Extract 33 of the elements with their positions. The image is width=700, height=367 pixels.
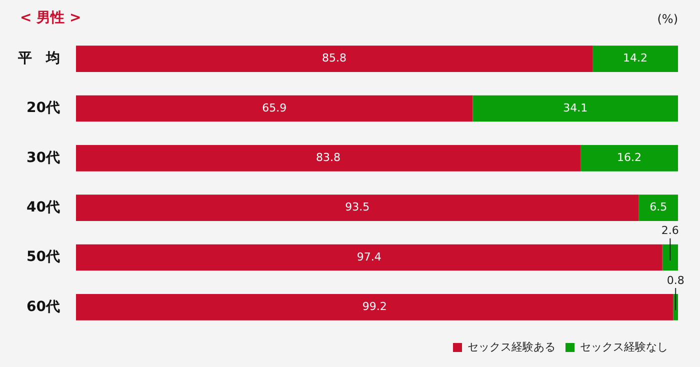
- text: (%): [657, 12, 678, 26]
- y-tick-label: 平 均: [17, 50, 60, 66]
- legend-label: セックス経験なし: [580, 340, 668, 354]
- bar: [472, 95, 678, 122]
- data-label: 99.2: [362, 300, 387, 314]
- chart-title: < 男性 >: [20, 9, 82, 27]
- bar: [662, 244, 678, 271]
- y-tick-label: 40代: [26, 199, 60, 216]
- data-label: 65.9: [262, 101, 287, 114]
- data-label: 85.8: [322, 52, 347, 65]
- data-label: 0.8: [666, 274, 684, 287]
- bar: [76, 145, 580, 172]
- data-label: 34.1: [563, 101, 588, 114]
- y-tick-label: 20代: [26, 100, 60, 116]
- bar: [592, 46, 678, 72]
- data-label: 97.4: [356, 250, 382, 264]
- bar: [76, 194, 639, 221]
- y-tick-label: 60代: [26, 298, 60, 315]
- data-label: 16.2: [616, 151, 642, 164]
- legend-label: セックス経験ある: [468, 340, 556, 354]
- bar: [580, 145, 678, 172]
- bar: [76, 294, 674, 320]
- bar: [76, 46, 593, 72]
- data-label: 6.5: [650, 200, 668, 214]
- data-label: 93.5: [345, 200, 370, 214]
- y-tick-label: 30代: [26, 150, 60, 166]
- data-label: 14.2: [623, 52, 648, 65]
- data-label: 2.6: [661, 224, 679, 238]
- y-tick-label: 50代: [26, 249, 60, 266]
- bar: [638, 194, 678, 221]
- bar: [76, 244, 662, 271]
- bar: [76, 95, 473, 122]
- data-label: 83.8: [316, 151, 340, 164]
